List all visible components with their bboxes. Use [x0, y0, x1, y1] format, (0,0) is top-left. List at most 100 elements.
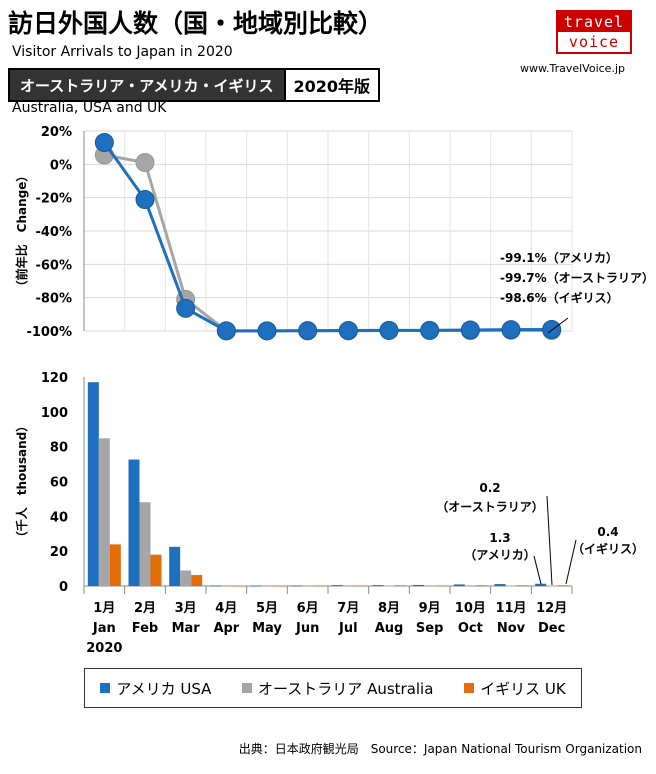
line-point-usa [216, 321, 236, 341]
bar-australia [546, 585, 558, 587]
bar-uk [557, 585, 569, 587]
bar-australia [302, 585, 314, 587]
line-annotation-leader [547, 317, 569, 334]
bar-australia [98, 438, 110, 586]
line-point-usa [501, 320, 521, 340]
bar-uk [516, 585, 528, 587]
bar-y-tick: 40 [50, 510, 68, 525]
bar-x-tick-label-en: Jul [338, 621, 358, 636]
bar-x-tick-label: 1月 [93, 601, 115, 616]
bar-annotation-value: 0.4 [597, 525, 618, 539]
bar-uk [313, 585, 325, 587]
legend-item-australia: オーストラリア Australia [242, 678, 433, 699]
line-point-usa [460, 320, 480, 340]
source-note: 出典：日本政府観光局 Source：Japan National Tourism… [238, 742, 642, 756]
line-point-australia [135, 153, 155, 172]
bar-uk [353, 585, 365, 587]
bar-annotation-value: 1.3 [489, 531, 510, 545]
bar-australia [180, 570, 192, 586]
bar-usa [494, 584, 506, 586]
bar-x-tick-label: 11月 [495, 601, 526, 616]
bar-usa [209, 585, 221, 587]
logo-bottom-text: voice [568, 33, 620, 51]
bar-x-tick-label-en: Oct [458, 621, 483, 636]
bar-australia [342, 585, 354, 587]
line-y-tick: -60% [35, 258, 72, 273]
bar-annotation-label: （オーストラリア） [436, 499, 543, 514]
line-point-usa [94, 133, 114, 152]
bar-usa [535, 583, 547, 586]
line-annotation: -99.7%（オーストラリア） [500, 270, 654, 285]
bar-usa [128, 459, 140, 586]
bar-x-tick-label: 10月 [455, 601, 486, 616]
legend-label-australia: オーストラリア Australia [258, 679, 434, 698]
page-title: 訪日外国人数（国・地域別比較） [8, 9, 384, 38]
bar-australia [139, 502, 151, 586]
country-banner: オーストラリア・アメリカ・イギリス 2020年版 [8, 68, 381, 102]
bar-y-tick: 0 [59, 580, 68, 595]
bar-australia [505, 585, 517, 587]
line-point-usa [135, 190, 155, 209]
bar-australia [383, 585, 395, 587]
bar-uk [150, 554, 162, 586]
bar-x-tick-label-en: Aug [375, 621, 404, 636]
bar-uk [475, 585, 487, 587]
page-subtitle: Visitor Arrivals to Japan in 2020 [12, 44, 233, 60]
line-annotation: -99.1%（アメリカ） [500, 250, 618, 265]
line-y-tick: 0% [50, 158, 72, 173]
legend-swatch-uk [464, 683, 475, 693]
line-point-usa [542, 320, 562, 339]
bar-x-tick-label-en: Jan [92, 621, 116, 636]
bar-australia [464, 585, 476, 587]
line-point-usa [379, 320, 399, 340]
bar-x-tick-label: 3月 [175, 601, 197, 616]
line-y-tick: -80% [35, 292, 72, 307]
legend-swatch-australia [242, 683, 253, 693]
bar-annotation-leader [546, 495, 553, 586]
legend-item-usa: アメリカ USA [100, 678, 211, 699]
bar-x-tick-label-en: Nov [497, 621, 526, 636]
banner-countries: オーストラリア・アメリカ・イギリス [10, 70, 284, 100]
line-annotation: -98.6%（イギリス） [500, 290, 619, 305]
logo-top-text: travel [558, 12, 630, 32]
bar-x-tick-label: 8月 [378, 601, 400, 616]
bar-x-tick-label: 2月 [134, 601, 156, 616]
line-point-usa [257, 321, 277, 341]
bar-annotation-leader [533, 555, 542, 585]
bar-x-tick-label-en: Apr [213, 621, 239, 636]
legend-item-uk: イギリス UK [464, 678, 566, 699]
bar-x-tick-label: 5月 [256, 601, 278, 616]
line-point-usa [338, 321, 358, 340]
line-point-usa [420, 320, 440, 340]
bar-y-tick: 100 [41, 406, 68, 421]
bar-x-tick-label: 7月 [337, 601, 359, 616]
bar-uk [394, 585, 406, 587]
bar-x-tick-label-en: Feb [132, 621, 158, 636]
bar-usa [169, 546, 181, 586]
bar-usa [372, 585, 384, 586]
bar-australia [261, 585, 273, 587]
bar-uk [435, 585, 447, 587]
bar-x-tick-label-en: Sep [416, 621, 444, 636]
bar-x-tick-label: 4月 [215, 601, 237, 616]
bar-usa [87, 382, 99, 586]
line-y-tick: -40% [35, 225, 72, 240]
legend: アメリカ USA オーストラリア Australia イギリス UK [84, 668, 582, 708]
bar-y-tick: 60 [50, 476, 68, 491]
site-url: www.TravelVoice.jp [520, 62, 625, 75]
line-y-tick: -20% [35, 192, 72, 207]
bar-y-tick: 120 [41, 371, 68, 386]
bar-x-tick-label: 9月 [419, 601, 441, 616]
bar-uk [231, 585, 243, 587]
countries-caption: Australia, USA and UK [12, 100, 167, 116]
bar-chart: 120 100 80 60 40 20 0 （千人 thousand） 1月 Jan 2月 Feb 3月… [14, 371, 644, 656]
bar-y-tick: 20 [50, 545, 68, 560]
line-y-tick: 20% [41, 125, 72, 140]
bar-usa [331, 585, 343, 586]
bar-year-label: 2020 [86, 641, 122, 656]
line-chart: 20% 0% -20% -40% -60% -80% -100% （前年比 Change） -9… [14, 125, 654, 341]
bar-australia [220, 585, 232, 587]
bar-uk [109, 544, 121, 586]
bar-annotation-label: （アメリカ） [464, 547, 535, 562]
